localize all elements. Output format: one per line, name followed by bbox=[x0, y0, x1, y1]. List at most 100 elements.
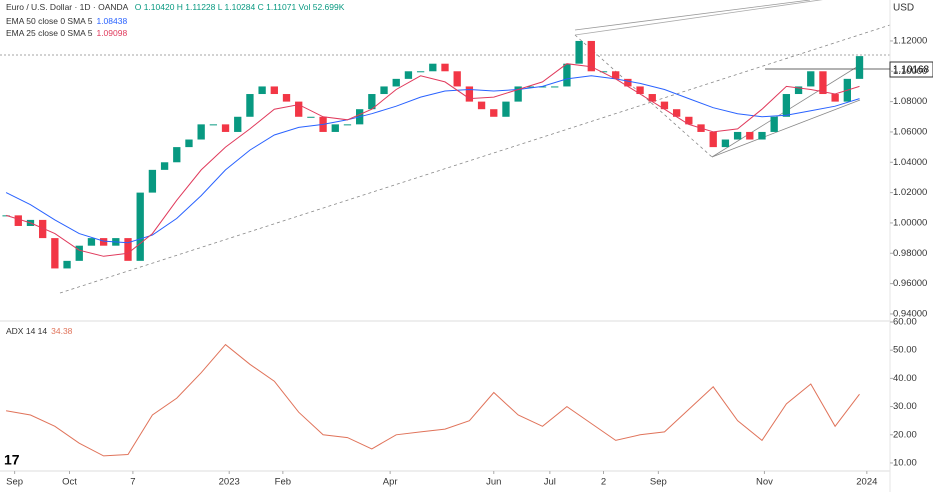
candle bbox=[599, 71, 608, 73]
candle bbox=[831, 94, 839, 102]
trend-line bbox=[59, 24, 891, 294]
candle bbox=[234, 116, 242, 132]
drawing-tools bbox=[0, 0, 891, 294]
y-tick-label: 1.10000 bbox=[893, 66, 927, 77]
candle bbox=[343, 124, 352, 126]
y-tick-label: 1.04000 bbox=[893, 157, 927, 168]
candle bbox=[746, 131, 754, 140]
candle bbox=[173, 147, 181, 163]
candle bbox=[148, 169, 157, 193]
candle bbox=[39, 219, 47, 239]
candle bbox=[429, 63, 437, 72]
candle bbox=[636, 86, 644, 95]
candle bbox=[551, 86, 559, 88]
candle bbox=[685, 116, 693, 125]
candle bbox=[563, 63, 571, 87]
x-tick-label: 2024 bbox=[856, 477, 877, 488]
candle bbox=[490, 109, 498, 117]
candle bbox=[87, 238, 96, 246]
legend-value: 1.08438 bbox=[96, 16, 128, 26]
ema-line bbox=[5, 63, 860, 257]
legend-value: 34.38 bbox=[51, 326, 73, 336]
candle bbox=[587, 40, 595, 72]
candle bbox=[502, 101, 510, 117]
candle bbox=[770, 116, 778, 132]
candle bbox=[855, 56, 864, 79]
candle bbox=[368, 94, 376, 110]
legend-name: ADX 14 14 bbox=[6, 326, 48, 336]
y-tick-label: 20.00 bbox=[893, 429, 917, 440]
ema-legend: EMA 25 close 0 SMA 5 1.09098 bbox=[6, 28, 131, 38]
channel-line bbox=[711, 99, 861, 158]
x-tick-label: Jun bbox=[486, 477, 501, 488]
y-tick-label: 40.00 bbox=[893, 373, 917, 384]
y-tick-label: 1.02000 bbox=[893, 187, 927, 198]
candle bbox=[526, 86, 534, 88]
candle bbox=[258, 86, 266, 95]
candle bbox=[733, 131, 742, 140]
y-tick-label: 60.00 bbox=[893, 317, 917, 328]
candle bbox=[282, 94, 291, 102]
last-price-box bbox=[889, 61, 933, 78]
x-tick-label: Apr bbox=[383, 477, 398, 488]
candle bbox=[63, 260, 71, 269]
candle bbox=[465, 86, 474, 102]
candle bbox=[709, 131, 717, 148]
pitchfork-line bbox=[574, 0, 823, 36]
ohlc: O 1.10420 H 1.11228 L 1.10284 C 1.11071 … bbox=[134, 2, 345, 12]
candle bbox=[331, 124, 339, 132]
candle bbox=[648, 94, 656, 102]
candle bbox=[185, 139, 193, 148]
tv-logo: 17 bbox=[4, 452, 20, 468]
candle bbox=[660, 101, 669, 110]
candle bbox=[209, 124, 218, 126]
legend-value: 1.09098 bbox=[96, 28, 128, 38]
y-tick-label: 1.08000 bbox=[893, 96, 927, 107]
candle bbox=[575, 40, 583, 64]
candle bbox=[75, 245, 83, 261]
symbol-title: Euro / U.S. Dollar · 1D · OANDA bbox=[6, 2, 129, 12]
y-tick-label: 30.00 bbox=[893, 401, 917, 412]
candle bbox=[453, 71, 461, 87]
candle bbox=[477, 101, 486, 110]
x-tick-label: 2 bbox=[601, 477, 606, 488]
candle bbox=[197, 124, 205, 140]
candle bbox=[819, 71, 827, 95]
candle bbox=[51, 238, 59, 269]
candle bbox=[307, 116, 315, 118]
candle bbox=[624, 78, 632, 87]
adx-line bbox=[6, 343, 860, 457]
x-tick-label: Nov bbox=[756, 477, 773, 488]
candle bbox=[782, 94, 791, 117]
candle bbox=[672, 109, 681, 117]
candle bbox=[270, 86, 278, 95]
x-tick-label: Oct bbox=[62, 477, 77, 488]
candle bbox=[807, 71, 815, 87]
symbol-header: Euro / U.S. Dollar · 1D · OANDA O 1.1042… bbox=[6, 2, 348, 12]
y-tick-label: 10.00 bbox=[893, 457, 917, 468]
candle bbox=[380, 86, 388, 95]
candle bbox=[514, 86, 522, 102]
candle bbox=[721, 139, 730, 148]
candle bbox=[99, 238, 108, 246]
candle bbox=[14, 215, 22, 226]
x-tick-label: Jul bbox=[544, 477, 556, 488]
adx-legend: ADX 14 14 34.38 bbox=[6, 326, 76, 336]
candle bbox=[392, 78, 400, 87]
y-tick-label: 0.96000 bbox=[893, 278, 927, 289]
candle bbox=[441, 63, 449, 72]
legend-name: EMA 50 close 0 SMA 5 bbox=[6, 16, 93, 26]
x-tick-label: Sep bbox=[650, 477, 667, 488]
candle bbox=[221, 124, 230, 132]
candle bbox=[136, 192, 144, 261]
candle bbox=[404, 71, 413, 79]
y-tick-label: 0.98000 bbox=[893, 248, 927, 259]
y-tick-label: 1.06000 bbox=[893, 126, 927, 137]
x-tick-label: 7 bbox=[130, 477, 135, 488]
ema-legend: EMA 50 close 0 SMA 5 1.08438 bbox=[6, 16, 131, 26]
currency-label: USD bbox=[893, 3, 914, 14]
candle bbox=[758, 131, 766, 140]
candle bbox=[246, 94, 254, 117]
